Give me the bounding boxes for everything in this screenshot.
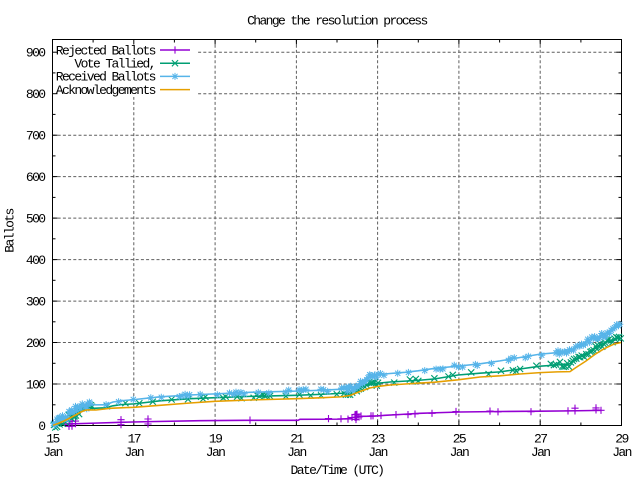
svg-text:500: 500 xyxy=(26,211,45,226)
svg-text:Jan: Jan xyxy=(206,445,225,460)
svg-text:19: 19 xyxy=(209,432,222,447)
svg-text:Jan: Jan xyxy=(450,445,469,460)
svg-text:400: 400 xyxy=(26,253,45,268)
svg-text:Jan: Jan xyxy=(43,445,62,460)
svg-text:29: 29 xyxy=(615,432,628,447)
svg-text:17: 17 xyxy=(128,432,141,447)
svg-text:Jan: Jan xyxy=(368,445,387,460)
svg-text:25: 25 xyxy=(453,432,466,447)
svg-text:300: 300 xyxy=(26,294,45,309)
svg-text:Jan: Jan xyxy=(287,445,306,460)
svg-text:21: 21 xyxy=(290,432,304,447)
svg-text:Received Ballots: Received Ballots xyxy=(56,70,156,85)
svg-text:27: 27 xyxy=(534,432,547,447)
svg-text:200: 200 xyxy=(26,336,45,351)
svg-text:15: 15 xyxy=(46,432,59,447)
svg-text:900: 900 xyxy=(26,46,45,61)
svg-text:Vote Tallied,: Vote Tallied, xyxy=(74,57,154,72)
svg-text:700: 700 xyxy=(26,129,45,144)
svg-text:0: 0 xyxy=(38,419,45,434)
svg-text:800: 800 xyxy=(26,87,45,102)
svg-text:Ballots: Ballots xyxy=(3,209,18,253)
svg-text:Date/Time (UTC): Date/Time (UTC) xyxy=(291,463,384,478)
svg-text:Jan: Jan xyxy=(612,445,631,460)
svg-text:Acknowledgements: Acknowledgements xyxy=(56,83,156,98)
svg-text:600: 600 xyxy=(26,170,45,185)
svg-text:100: 100 xyxy=(26,377,45,392)
svg-text:23: 23 xyxy=(371,432,384,447)
svg-text:Rejected Ballots: Rejected Ballots xyxy=(56,43,156,58)
svg-text:Jan: Jan xyxy=(531,445,550,460)
svg-text:Jan: Jan xyxy=(125,445,144,460)
svg-text:Change the resolution process: Change the resolution process xyxy=(247,14,427,29)
